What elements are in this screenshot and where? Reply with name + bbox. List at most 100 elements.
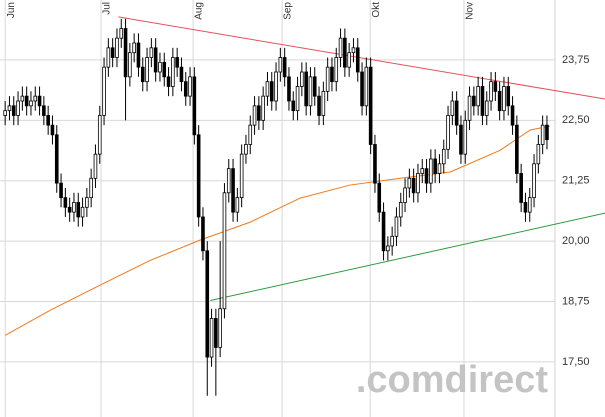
candle-body <box>153 47 158 73</box>
candle-body <box>29 100 33 107</box>
candle-body <box>394 216 399 237</box>
candle-body <box>106 47 111 68</box>
candle-body <box>205 250 210 358</box>
candle-body <box>20 95 25 102</box>
candle-body <box>330 66 334 83</box>
candle-body <box>420 168 425 174</box>
candle-body <box>226 168 231 194</box>
candle-body <box>231 168 235 213</box>
candle-body <box>536 144 541 165</box>
candle-body <box>261 95 265 121</box>
y-tick-label: 18,75 <box>562 295 590 307</box>
candle-body <box>317 95 321 116</box>
candle-body <box>46 115 50 126</box>
candle-body <box>85 197 89 208</box>
candle-body <box>429 158 433 184</box>
candle-body <box>42 105 46 116</box>
candle-body <box>16 100 20 116</box>
candle-body <box>467 95 472 121</box>
candle-body <box>59 182 63 199</box>
candle-body <box>80 206 85 218</box>
indicator-line <box>210 212 605 302</box>
candle-body <box>244 144 248 155</box>
candle-body <box>274 71 278 102</box>
candle-body <box>364 66 369 107</box>
candle-body <box>239 153 244 199</box>
candle-body <box>424 168 429 184</box>
candle-body <box>497 90 502 112</box>
candle-body <box>67 206 72 213</box>
candle-body <box>411 177 416 194</box>
candle-body <box>183 81 188 97</box>
candle-body <box>351 47 356 54</box>
candle-body <box>441 148 446 165</box>
candle-body <box>265 81 270 97</box>
indicator-line <box>118 16 605 100</box>
candle-body <box>484 100 489 116</box>
candle-body <box>287 76 291 102</box>
candle-body <box>132 42 136 54</box>
candle-body <box>515 124 519 174</box>
candle-body <box>291 100 296 112</box>
candle-body <box>214 318 218 348</box>
candle-body <box>269 81 274 102</box>
candle-body <box>171 57 175 87</box>
candle-body <box>37 95 42 107</box>
candle-body <box>381 211 386 252</box>
candle-body <box>373 144 377 184</box>
y-tick-label: 17,50 <box>562 356 590 368</box>
candle-body <box>300 71 304 87</box>
candle-body <box>386 245 390 252</box>
candle-body <box>472 95 476 107</box>
candle-body <box>158 61 162 73</box>
candle-body <box>93 153 98 179</box>
candle-body <box>196 134 201 218</box>
x-tick-label: Jun <box>6 2 17 18</box>
x-tick-label: Nov <box>465 2 476 20</box>
candle-body <box>519 173 523 203</box>
candle-body <box>347 52 351 68</box>
candle-body <box>115 37 119 58</box>
candle-body <box>110 47 115 58</box>
candle-body <box>325 66 330 92</box>
candle-body <box>140 66 145 83</box>
candle-body <box>3 110 7 116</box>
x-tick-label: Okt <box>371 2 382 18</box>
candle-body <box>510 105 515 126</box>
candle-body <box>282 57 287 78</box>
candle-body <box>11 105 16 116</box>
candle-body <box>76 202 81 218</box>
candle-body <box>304 71 308 107</box>
candle-body <box>201 216 205 252</box>
candle-body <box>476 86 480 107</box>
candle-body <box>102 66 106 116</box>
candle-body <box>527 197 532 213</box>
x-tick-label: Jul <box>102 2 113 15</box>
candle-body <box>222 192 227 310</box>
candle-body <box>480 86 485 116</box>
candle-body <box>278 57 283 73</box>
candle-body <box>308 76 313 107</box>
candle-body <box>50 124 55 136</box>
candle-body <box>209 318 214 358</box>
candle-body <box>540 124 545 145</box>
candle-body <box>149 47 154 58</box>
candle-body <box>128 52 132 78</box>
y-tick-label: 20,00 <box>562 235 590 247</box>
candle-body <box>162 61 167 78</box>
y-tick-label: 23,75 <box>562 54 590 66</box>
candle-body <box>97 115 102 155</box>
candle-body <box>545 124 549 141</box>
candle-body <box>72 202 76 213</box>
candle-body <box>502 86 506 112</box>
candle-body <box>355 47 360 73</box>
candle-body <box>179 66 184 83</box>
candle-body <box>54 134 59 184</box>
candle-body <box>123 28 128 78</box>
candle-body <box>343 37 347 68</box>
candle-body <box>218 308 222 348</box>
candle-body <box>252 105 257 126</box>
candle-body <box>437 163 442 174</box>
candle-body <box>459 124 463 155</box>
candle-body <box>119 28 124 39</box>
